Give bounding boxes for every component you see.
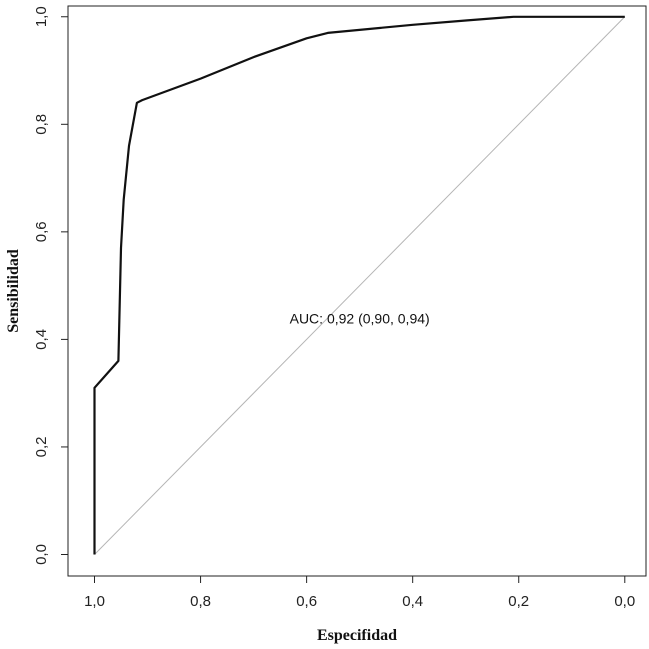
- y-tick-label: 0,8: [33, 114, 50, 135]
- reference-diagonal-line: [94, 16, 626, 555]
- y-tick-label: 0,4: [33, 329, 50, 350]
- y-tick-label: 1,0: [33, 6, 50, 27]
- y-tick-label: 0,2: [33, 437, 50, 458]
- x-tick-label: 0,6: [296, 593, 317, 610]
- y-axis-title: Sensibilidad: [5, 249, 22, 333]
- x-tick-label: 0,8: [190, 593, 211, 610]
- y-tick-label: 0,0: [33, 544, 50, 565]
- auc-annotation: AUC: 0,92 (0,90, 0,94): [290, 310, 430, 326]
- x-tick-label: 1,0: [84, 593, 105, 610]
- x-tick-label: 0,0: [614, 593, 635, 610]
- x-tick-label: 0,2: [508, 593, 529, 610]
- plot-frame: [67, 5, 647, 577]
- x-axis-title: Especifidad: [317, 627, 397, 644]
- x-tick-label: 0,4: [402, 593, 423, 610]
- roc-curve-line: [93, 15, 625, 555]
- y-tick-label: 0,6: [33, 221, 50, 242]
